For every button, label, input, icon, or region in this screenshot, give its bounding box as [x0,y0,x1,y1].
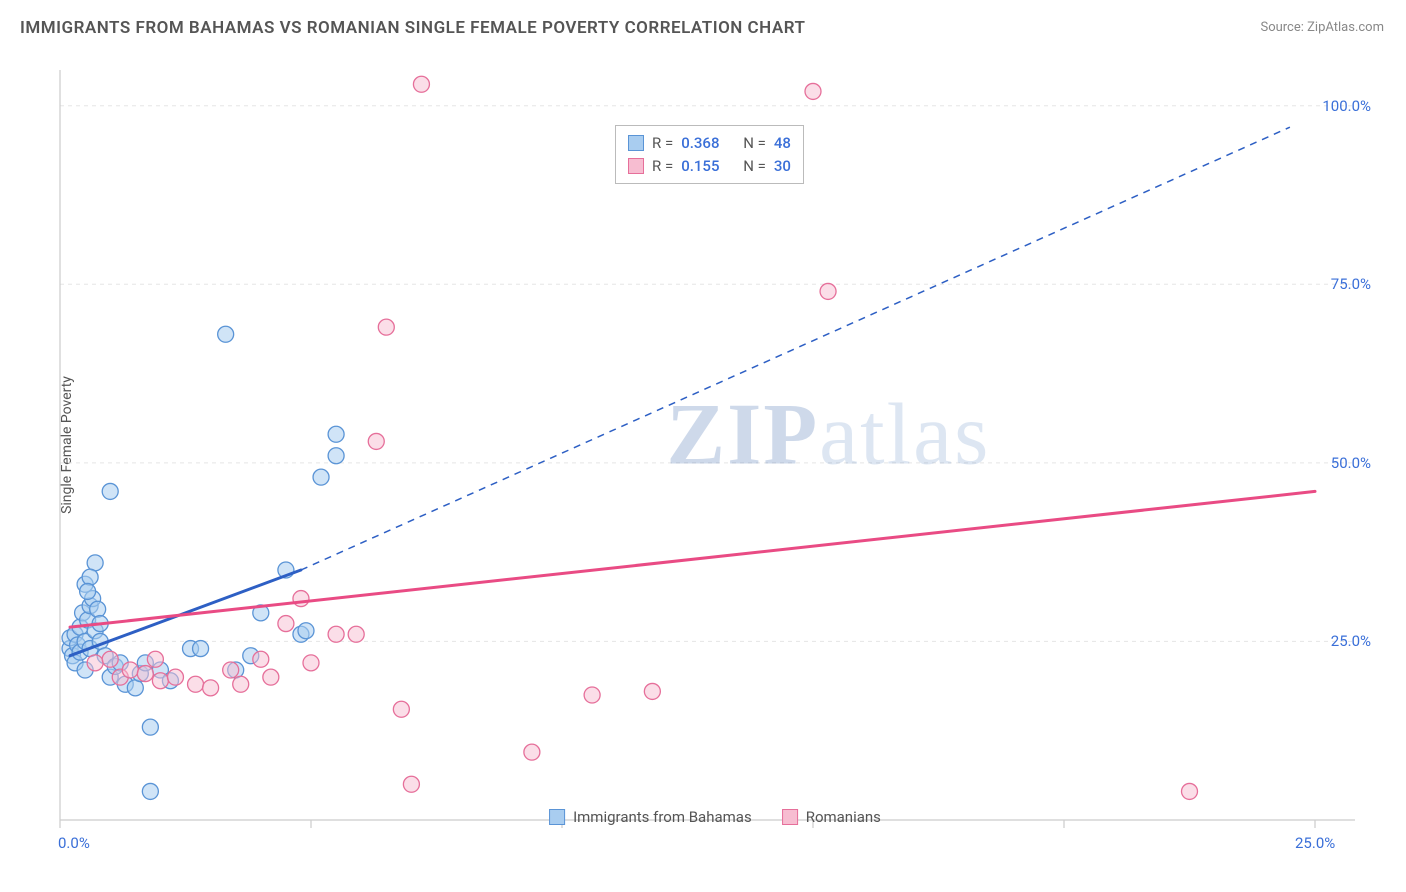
chart-title: IMMIGRANTS FROM BAHAMAS VS ROMANIAN SING… [20,18,805,38]
y-tick-label: 50.0% [1331,454,1371,472]
correlation-legend: R = 0.368 N = 48 R = 0.155 N = 30 [615,125,804,184]
legend-swatch [628,158,644,174]
legend-r-value: 0.155 [681,155,735,178]
legend-row: R = 0.155 N = 30 [628,155,791,178]
legend-n-value: 48 [774,132,791,155]
legend-n-label: N = [743,155,766,178]
legend-r-label: R = [652,155,673,178]
legend-r-value: 0.368 [681,132,735,155]
legend-swatch [628,135,644,151]
y-tick-label: 25.0% [1331,632,1371,650]
legend-n-label: N = [743,132,766,155]
series-legend: Immigrants from Bahamas Romanians [549,808,881,826]
source-attribution: Source: ZipAtlas.com [1260,20,1384,35]
legend-series-label: Romanians [806,808,881,826]
legend-series-item: Romanians [782,808,881,826]
chart-area: Single Female Poverty ZIPatlas R =0.368N… [55,60,1375,830]
y-tick-label: 100.0% [1322,97,1371,115]
legend-row: R = 0.368 N = 48 [628,132,791,155]
legend-swatch [782,809,798,825]
legend-series-item: Immigrants from Bahamas [549,808,752,826]
y-tick-label: 75.0% [1331,275,1371,293]
legend-swatch [549,809,565,825]
x-tick-label: 25.0% [1295,834,1335,852]
legend-series-label: Immigrants from Bahamas [573,808,752,826]
x-tick-label: 0.0% [58,834,90,852]
legend-r-label: R = [652,132,673,155]
legend-n-value: 30 [774,155,791,178]
